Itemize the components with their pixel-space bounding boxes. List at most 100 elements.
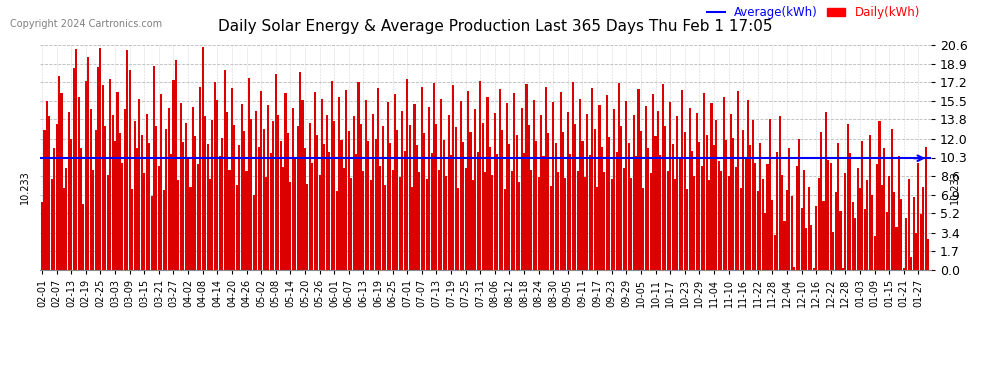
Bar xyxy=(311,163,313,270)
Bar xyxy=(248,78,250,270)
Bar xyxy=(754,163,756,270)
Bar xyxy=(362,171,364,270)
Bar xyxy=(489,147,491,270)
Bar xyxy=(833,232,835,270)
Bar xyxy=(221,138,223,270)
Bar xyxy=(793,267,795,270)
Bar xyxy=(294,158,296,270)
Bar xyxy=(175,60,177,270)
Bar xyxy=(644,106,646,270)
Bar xyxy=(701,166,703,270)
Bar xyxy=(119,134,121,270)
Bar xyxy=(187,159,189,270)
Bar xyxy=(146,114,148,270)
Bar xyxy=(360,124,362,270)
Bar xyxy=(676,116,678,270)
Bar xyxy=(628,143,630,270)
Bar xyxy=(122,163,124,270)
Bar xyxy=(87,57,89,270)
Bar xyxy=(759,143,761,270)
Bar xyxy=(486,98,489,270)
Bar xyxy=(842,268,844,270)
Bar xyxy=(447,115,449,270)
Bar xyxy=(611,179,613,270)
Bar xyxy=(329,152,331,270)
Bar xyxy=(136,148,138,270)
Bar xyxy=(450,155,452,270)
Bar xyxy=(903,268,905,270)
Bar xyxy=(786,190,788,270)
Bar xyxy=(608,137,610,270)
Bar xyxy=(708,180,710,270)
Bar xyxy=(659,155,661,270)
Bar xyxy=(124,110,126,270)
Bar xyxy=(713,146,715,270)
Bar xyxy=(202,47,204,270)
Bar xyxy=(50,179,52,270)
Bar xyxy=(871,195,873,270)
Bar xyxy=(299,72,301,270)
Bar xyxy=(184,123,187,270)
Bar xyxy=(306,184,309,270)
Bar xyxy=(761,179,763,270)
Bar xyxy=(139,99,141,270)
Bar xyxy=(896,227,898,270)
Bar xyxy=(167,108,169,270)
Bar xyxy=(864,209,866,270)
Bar xyxy=(861,141,863,270)
Bar xyxy=(626,101,628,270)
Bar xyxy=(647,148,649,270)
Bar xyxy=(404,151,406,270)
Bar xyxy=(554,143,556,270)
Bar xyxy=(102,86,104,270)
Bar xyxy=(441,99,443,270)
Bar xyxy=(331,81,333,270)
Bar xyxy=(881,185,883,270)
Bar xyxy=(873,236,875,270)
Bar xyxy=(58,76,60,270)
Bar xyxy=(262,129,264,270)
Bar xyxy=(691,151,693,270)
Bar xyxy=(711,103,713,270)
Bar xyxy=(212,120,214,270)
Bar xyxy=(255,111,257,270)
Bar xyxy=(516,135,518,270)
Bar xyxy=(419,172,421,270)
Bar xyxy=(350,178,352,270)
Bar xyxy=(925,147,927,270)
Bar xyxy=(603,172,606,270)
Bar xyxy=(579,99,581,270)
Bar xyxy=(302,100,304,270)
Bar xyxy=(421,87,423,270)
Bar xyxy=(818,178,820,270)
Bar xyxy=(878,122,880,270)
Bar xyxy=(518,182,520,270)
Bar xyxy=(788,148,790,270)
Bar xyxy=(484,172,486,270)
Bar xyxy=(766,164,768,270)
Bar xyxy=(392,170,394,270)
Bar xyxy=(706,135,708,270)
Bar xyxy=(257,147,259,270)
Bar xyxy=(557,172,559,270)
Bar xyxy=(574,124,576,270)
Bar xyxy=(543,156,545,270)
Bar xyxy=(596,187,598,270)
Bar xyxy=(849,153,851,270)
Bar xyxy=(260,91,262,270)
Bar xyxy=(270,153,272,270)
Bar xyxy=(509,144,511,270)
Bar xyxy=(60,93,62,270)
Bar xyxy=(918,163,920,270)
Bar xyxy=(394,94,396,270)
Bar xyxy=(825,112,827,270)
Bar xyxy=(160,94,162,270)
Bar xyxy=(801,208,803,270)
Bar xyxy=(126,51,129,270)
Bar xyxy=(630,178,633,270)
Bar xyxy=(738,91,740,270)
Bar xyxy=(309,123,311,270)
Bar xyxy=(464,168,466,270)
Bar xyxy=(657,111,659,270)
Bar xyxy=(749,146,751,270)
